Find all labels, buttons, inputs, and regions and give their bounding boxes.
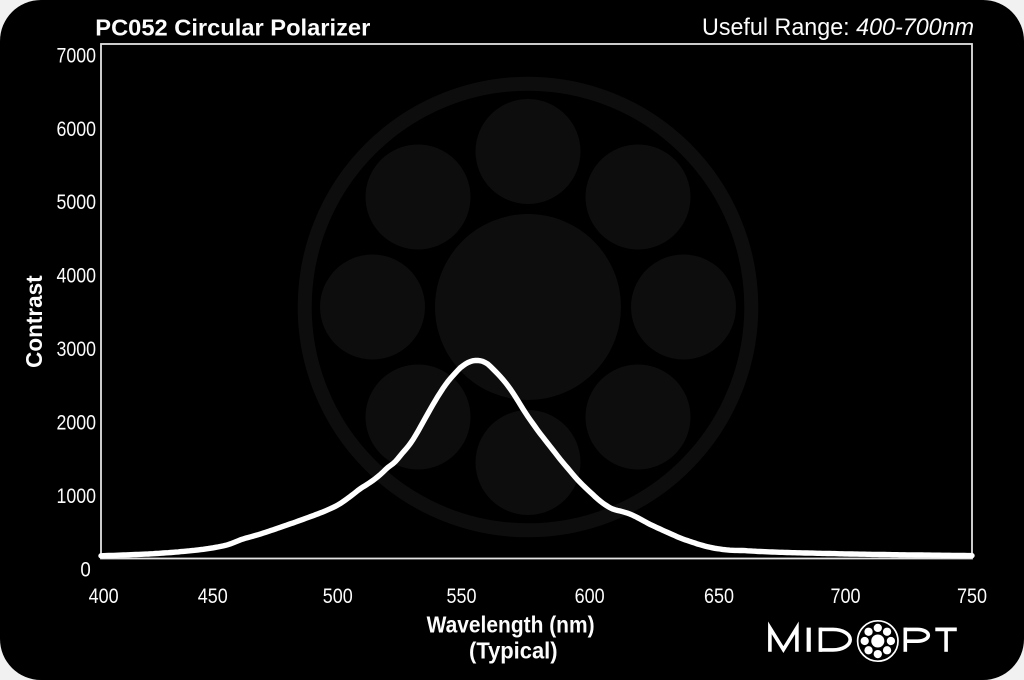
svg-text:1000: 1000 — [57, 484, 97, 508]
svg-text:450: 450 — [198, 584, 228, 608]
svg-text:PC052 Circular Polarizer: PC052 Circular Polarizer — [95, 15, 370, 41]
svg-text:7000: 7000 — [57, 43, 97, 67]
svg-text:4000: 4000 — [57, 264, 97, 288]
svg-text:700: 700 — [831, 584, 861, 608]
svg-text:(Typical): (Typical) — [469, 637, 558, 663]
svg-text:2000: 2000 — [57, 411, 97, 435]
svg-text:750: 750 — [957, 584, 987, 608]
svg-text:Contrast: Contrast — [21, 275, 47, 368]
svg-text:3000: 3000 — [57, 337, 97, 361]
svg-text:500: 500 — [323, 584, 353, 608]
svg-text:Wavelength (nm): Wavelength (nm) — [427, 611, 595, 637]
svg-text:0: 0 — [80, 557, 90, 581]
svg-text:Useful Range: 400-700nm: Useful Range: 400-700nm — [702, 14, 974, 41]
svg-text:5000: 5000 — [57, 190, 97, 214]
svg-text:6000: 6000 — [57, 117, 97, 141]
svg-text:600: 600 — [575, 584, 605, 608]
svg-text:400: 400 — [89, 584, 119, 608]
svg-text:650: 650 — [704, 584, 734, 608]
svg-text:550: 550 — [447, 584, 477, 608]
